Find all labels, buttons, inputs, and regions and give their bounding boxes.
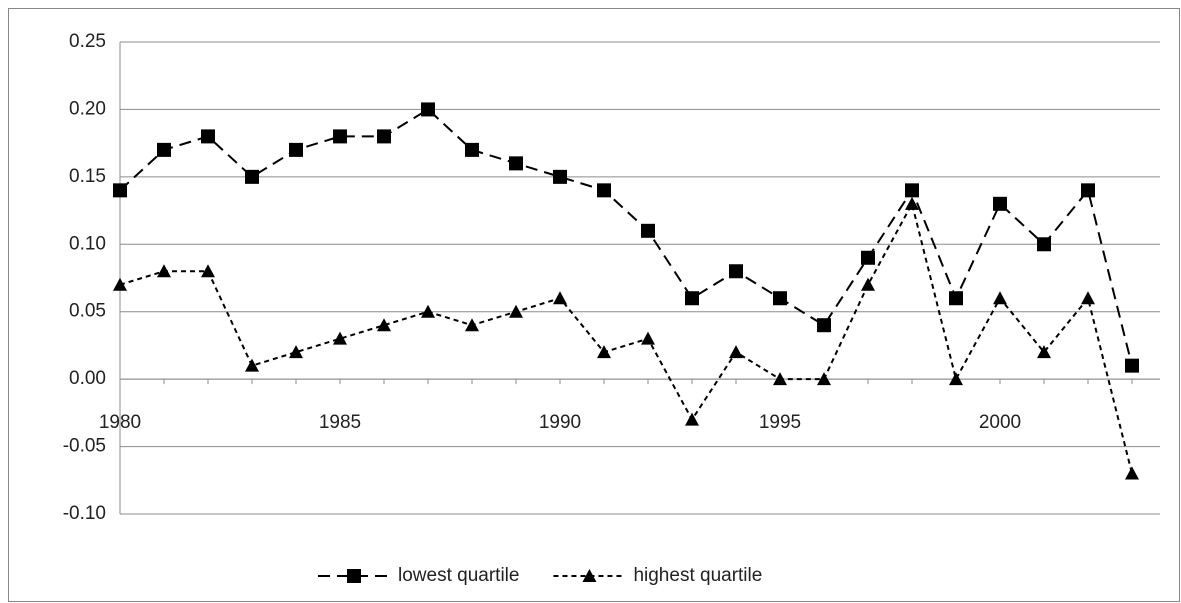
point-marker: [509, 304, 523, 318]
x-tick-label: 1990: [539, 412, 581, 433]
point-marker: [201, 264, 215, 278]
point-marker: [993, 291, 1007, 305]
point-marker: [993, 196, 1007, 211]
legend-label: lowest quartile: [398, 565, 519, 586]
point-marker: [729, 345, 743, 359]
point-marker: [949, 372, 963, 386]
point-marker: [465, 318, 479, 332]
point-marker: [685, 291, 699, 306]
y-tick-label: -0.10: [63, 503, 106, 524]
point-marker: [1037, 237, 1051, 252]
point-marker: [201, 129, 215, 144]
point-marker: [553, 169, 567, 184]
chart-frame: [8, 8, 1180, 602]
point-marker: [597, 183, 611, 198]
point-marker: [597, 345, 611, 359]
legend-marker: [347, 569, 361, 583]
point-marker: [509, 156, 523, 171]
legend-label: highest quartile: [633, 565, 762, 586]
point-marker: [333, 129, 347, 144]
x-tick-label: 1980: [99, 412, 141, 433]
point-marker: [377, 129, 391, 144]
point-marker: [289, 345, 303, 359]
point-marker: [773, 372, 787, 386]
point-marker: [553, 291, 567, 305]
x-tick-label: 1985: [319, 412, 361, 433]
point-marker: [333, 331, 347, 345]
y-tick-label: 0.15: [69, 166, 106, 187]
point-marker: [861, 277, 875, 291]
point-marker: [1081, 183, 1095, 198]
point-marker: [289, 142, 303, 157]
point-marker: [641, 223, 655, 238]
point-marker: [421, 304, 435, 318]
y-tick-label: -0.05: [63, 436, 106, 457]
point-marker: [245, 169, 259, 184]
y-tick-label: 0.00: [69, 368, 106, 389]
point-marker: [773, 291, 787, 306]
point-marker: [729, 264, 743, 279]
x-tick-label: 1995: [759, 412, 801, 433]
point-marker: [685, 412, 699, 426]
point-marker: [1125, 358, 1139, 373]
point-marker: [1037, 345, 1051, 359]
point-marker: [465, 142, 479, 157]
point-marker: [949, 291, 963, 306]
legend-marker: [582, 569, 597, 582]
point-marker: [905, 196, 919, 210]
y-tick-label: 0.25: [69, 31, 106, 52]
point-marker: [113, 277, 127, 291]
point-marker: [157, 142, 171, 157]
point-marker: [157, 264, 171, 278]
point-marker: [245, 358, 259, 372]
point-marker: [377, 318, 391, 332]
point-marker: [421, 102, 435, 117]
point-marker: [817, 318, 831, 333]
series-line: [119, 108, 1133, 366]
point-marker: [113, 183, 127, 198]
x-tick-label: 2000: [979, 412, 1021, 433]
y-tick-label: 0.20: [69, 98, 106, 119]
y-tick-label: 0.05: [69, 301, 106, 322]
y-tick-label: 0.10: [69, 233, 106, 254]
point-marker: [817, 372, 831, 386]
point-marker: [861, 250, 875, 265]
point-marker: [641, 331, 655, 345]
point-marker: [1125, 466, 1139, 480]
point-marker: [1081, 291, 1095, 305]
point-marker: [905, 183, 919, 198]
